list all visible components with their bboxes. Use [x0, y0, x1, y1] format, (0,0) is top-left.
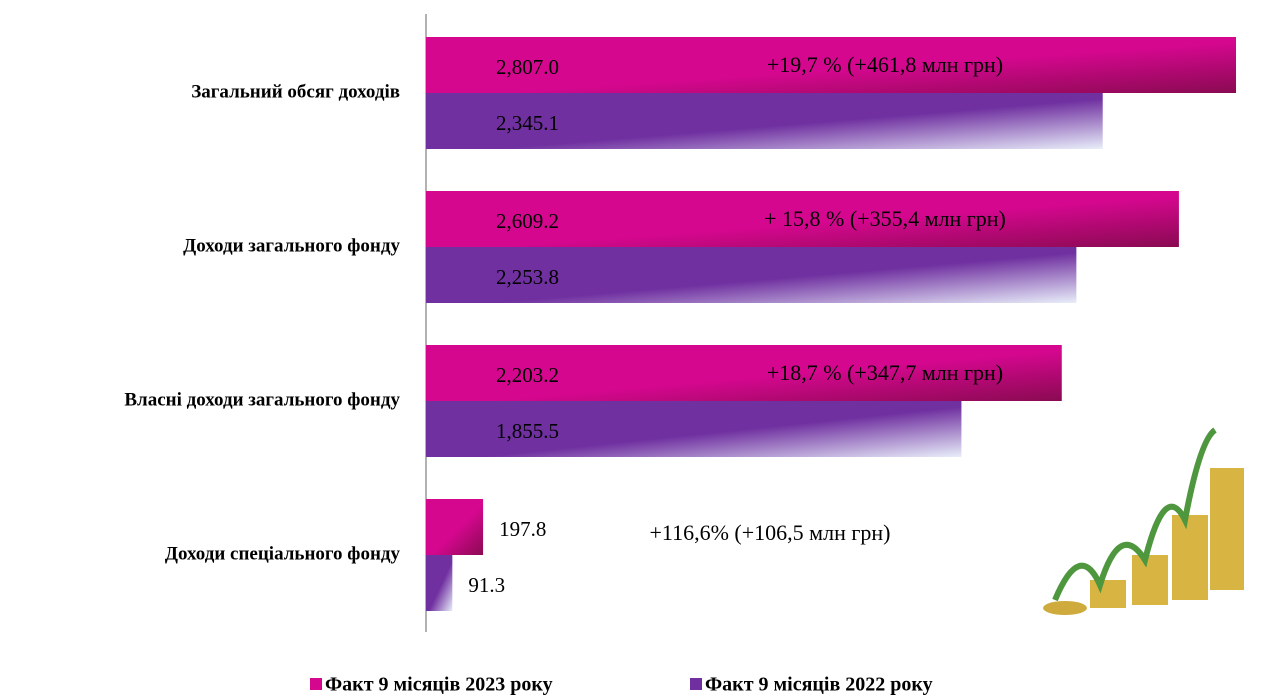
category-label: Власні доходи загального фонду [124, 389, 400, 410]
coins-illustration [1043, 427, 1244, 615]
value-label: 2,203.2 [496, 363, 559, 387]
category-label: Доходи загального фонду [183, 235, 400, 256]
bar [426, 401, 962, 457]
bar [426, 37, 1236, 93]
category-label: Доходи спеціального фонду [165, 543, 401, 564]
legend-swatch [690, 678, 702, 690]
value-label: 2,253.8 [496, 265, 559, 289]
annotation: +116,6% (+106,5 млн грн) [650, 520, 891, 545]
bar [426, 555, 453, 611]
value-label: 2,609.2 [496, 209, 559, 233]
annotation: +19,7 % (+461,8 млн грн) [767, 52, 1003, 77]
legend-swatch [310, 678, 322, 690]
annotation: + 15,8 % (+355,4 млн грн) [764, 206, 1006, 231]
value-label: 91.3 [468, 573, 505, 597]
category-label: Загальний обсяг доходів [191, 81, 400, 102]
bar [426, 345, 1062, 401]
value-label: 2,807.0 [496, 55, 559, 79]
bar [426, 499, 484, 555]
value-label: 1,855.5 [496, 419, 559, 443]
legend-label: Факт 9 місяців 2023 року [325, 674, 553, 696]
legend-label: Факт 9 місяців 2022 року [705, 674, 933, 696]
bar [426, 93, 1103, 149]
bar [426, 247, 1077, 303]
value-label: 197.8 [499, 517, 546, 541]
bar [426, 191, 1179, 247]
value-label: 2,345.1 [496, 111, 559, 135]
annotation: +18,7 % (+347,7 млн грн) [767, 360, 1003, 385]
